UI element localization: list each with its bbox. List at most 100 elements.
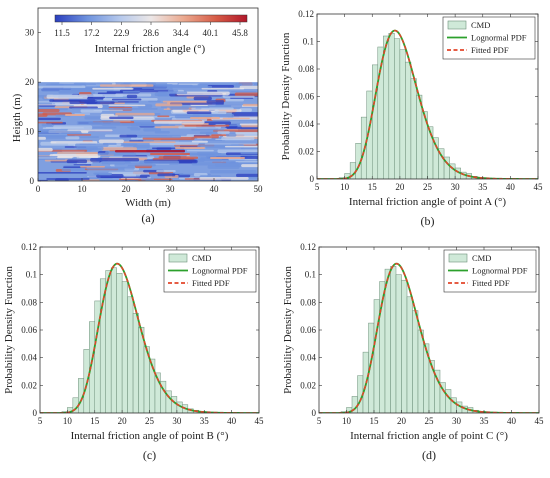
x-tick-label: 50: [254, 184, 264, 194]
legend-entry-label: Lognormal PDF: [471, 33, 527, 43]
legend-swatch-cmd: [448, 253, 468, 263]
heatmap-cell: [143, 128, 162, 132]
heatmap-cell: [234, 92, 258, 97]
legend: CMD Lognormal PDF Fitted PDF: [163, 249, 257, 293]
x-tick-label: 25: [145, 416, 155, 426]
y-tick-label: 0.02: [298, 147, 314, 157]
heatmap-cell: [38, 157, 57, 159]
heatmap-cell: [50, 141, 98, 144]
heatmap-cell: [38, 172, 87, 174]
heatmap-x-ticks: 0 10 20 30 40 50: [36, 178, 263, 194]
y-tick-label: 20: [25, 77, 35, 87]
x-tick-label: 45: [534, 182, 544, 192]
heatmap-cell: [157, 91, 188, 95]
heatmap-cell: [67, 134, 92, 136]
heatmap-cell: [41, 87, 91, 92]
x-tick-label: 40: [506, 182, 516, 192]
heatmap-cell: [193, 96, 212, 101]
heatmap-cell: [123, 173, 137, 177]
heatmap-cell: [122, 90, 141, 93]
x-tick-label: 25: [423, 182, 433, 192]
y-tick-label: 0: [33, 408, 38, 418]
legend: CMD Lognormal PDF Fitted PDF: [442, 16, 536, 60]
histogram-bar: [116, 273, 123, 413]
heatmap-cell: [94, 172, 111, 176]
y-tick-label: 0.04: [21, 353, 37, 363]
colorbar-tick-label: 40.1: [202, 28, 218, 38]
x-tick-label: 25: [425, 416, 435, 426]
heatmap-cell: [88, 121, 121, 125]
heatmap-cell: [46, 94, 79, 98]
histogram-bar: [127, 296, 134, 413]
heatmap-panel: 11.5 17.2 22.9 28.6 34.4 40.1 45.8 Internal fr…: [11, 7, 263, 225]
y-tick-label: 10: [25, 127, 35, 137]
heatmap-x-label: Width (m): [125, 197, 171, 209]
heatmap-cell: [231, 112, 258, 116]
heatmap-cell: [230, 144, 244, 146]
y-tick-label: 0.04: [300, 353, 316, 363]
heatmap-field: [38, 82, 258, 181]
x-tick-label: 20: [395, 182, 405, 192]
histogram-bar: [132, 313, 139, 413]
x-tick-label: 10: [63, 416, 73, 426]
heatmap-cell: [49, 99, 96, 102]
heatmap-cell: [129, 140, 144, 142]
x-tick-label: 20: [397, 416, 407, 426]
panel-label: (b): [421, 214, 435, 228]
y-tick-label: 0.08: [300, 297, 316, 307]
heatmap-cell: [98, 139, 125, 144]
histogram-bar: [121, 281, 128, 413]
heatmap-cell: [74, 136, 100, 138]
panel-label: (c): [143, 448, 156, 462]
x-tick-label: 10: [342, 416, 352, 426]
heatmap-axes-box: [37, 7, 259, 182]
heatmap-cell: [207, 165, 240, 169]
legend-entry-label: Lognormal PDF: [472, 266, 528, 276]
x-tick-label: 20: [118, 416, 128, 426]
y-tick-label: 0: [312, 408, 317, 418]
y-tick-label: 30: [25, 28, 35, 38]
heatmap-cell: [215, 138, 251, 140]
heatmap-cell: [186, 149, 214, 152]
histogram-bar: [390, 266, 397, 413]
legend: CMD Lognormal PDF Fitted PDF: [443, 249, 537, 293]
heatmap-cell: [38, 109, 60, 113]
x-tick-label: 35: [478, 182, 488, 192]
x-axis-label: Internal friction angle of point A (°): [349, 196, 506, 208]
y-axis-label: Probability Density Function: [282, 266, 294, 394]
histogram-panel-c: 5 10 15 20 25 30 35 40 45 0 0.02 0.04 0.06 0.08 0.1 0.1…: [3, 242, 264, 462]
heatmap-cell: [157, 115, 170, 118]
heatmap-hot-streak: [175, 147, 205, 149]
heatmap-cell: [217, 131, 230, 134]
y-tick-label: 0.08: [298, 64, 314, 74]
heatmap-cell: [99, 84, 154, 87]
legend-entry-label: Fitted PDF: [192, 278, 230, 288]
heatmap-cell: [158, 156, 199, 159]
heatmap-cell: [157, 173, 176, 177]
y-tick-label: 0.02: [300, 380, 316, 390]
heatmap-cell: [38, 135, 69, 137]
histogram-bar: [410, 78, 417, 179]
heatmap-cell: [123, 141, 176, 143]
x-tick-label: 30: [452, 416, 462, 426]
colorbar-ticks: 11.5 17.2 22.9 28.6 34.4 40.1 45.8: [54, 22, 248, 38]
heatmap-cell: [38, 156, 58, 158]
x-tick-label: 45: [535, 416, 545, 426]
heatmap-cell: [61, 132, 83, 134]
y-tick-label: 0.02: [21, 380, 37, 390]
heatmap-cell: [189, 153, 217, 157]
histogram-bar: [394, 38, 401, 179]
heatmap-cell: [225, 133, 237, 137]
x-tick-label: 20: [122, 184, 132, 194]
legend-entry-label: CMD: [471, 20, 490, 30]
histogram-bar: [388, 33, 395, 179]
heatmap-cell: [100, 176, 148, 178]
heatmap-cell: [240, 152, 258, 155]
heatmap-cell: [225, 98, 244, 102]
heatmap-cell: [38, 147, 53, 152]
heatmap-cell: [136, 124, 176, 126]
heatmap-cell: [156, 169, 176, 173]
panel-label-a: (a): [141, 211, 154, 225]
colorbar-tick-label: 45.8: [232, 28, 248, 38]
heatmap-cell: [61, 168, 89, 172]
